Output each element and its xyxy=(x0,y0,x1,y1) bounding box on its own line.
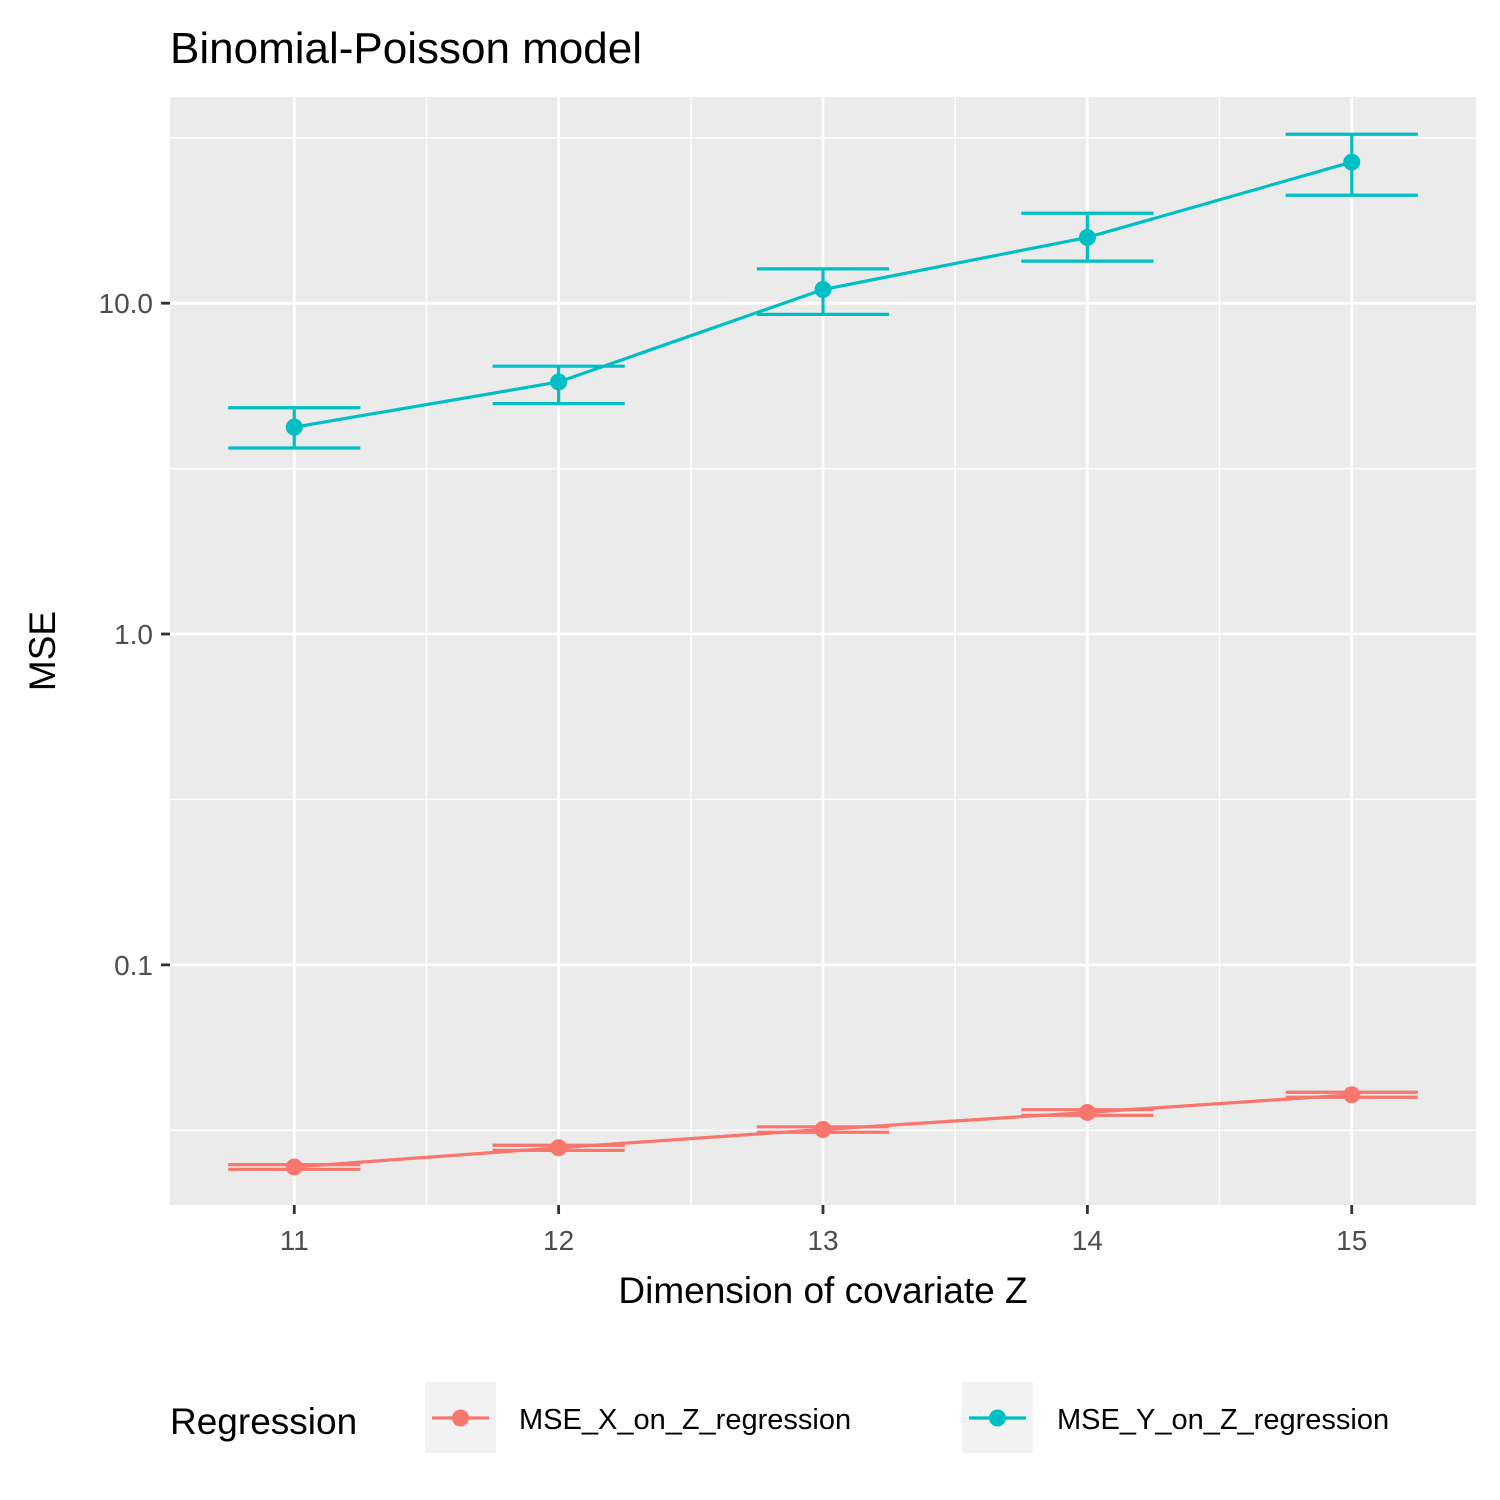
y-axis: 0.1 1.0 10.0 xyxy=(99,288,170,981)
data-point xyxy=(814,280,832,298)
legend-item-2: MSE_Y_on_Z_regression xyxy=(962,1382,1389,1453)
data-point xyxy=(550,373,568,391)
legend-label: MSE_Y_on_Z_regression xyxy=(1057,1404,1389,1436)
data-point xyxy=(1343,1086,1361,1104)
data-point xyxy=(1343,153,1361,171)
x-tick-label: 11 xyxy=(280,1225,309,1256)
chart-title: Binomial-Poisson model xyxy=(170,24,642,73)
data-point xyxy=(1078,1103,1096,1121)
x-axis: 11 12 13 14 15 xyxy=(280,1205,1367,1256)
x-axis-title: Dimension of covariate Z xyxy=(618,1270,1027,1311)
series-2 xyxy=(228,132,1418,450)
y-tick-label: 1.0 xyxy=(114,619,153,650)
legend-label: MSE_X_on_Z_regression xyxy=(519,1404,851,1436)
legend-key-point xyxy=(989,1409,1006,1427)
x-tick-label: 14 xyxy=(1072,1225,1103,1256)
legend: Regression MSE_X_on_Z_regression MSE_Y_on… xyxy=(170,1382,1389,1453)
y-tick-label: 10.0 xyxy=(99,288,154,319)
legend-item-1: MSE_X_on_Z_regression xyxy=(425,1382,851,1453)
data-point xyxy=(550,1139,568,1157)
x-tick-label: 15 xyxy=(1336,1225,1367,1256)
data-point xyxy=(285,418,303,436)
data-point xyxy=(285,1158,303,1176)
x-tick-label: 13 xyxy=(807,1225,838,1256)
legend-key-point xyxy=(452,1409,469,1427)
legend-title: Regression xyxy=(170,1401,357,1442)
y-axis-title: MSE xyxy=(22,611,63,691)
x-tick-label: 12 xyxy=(543,1225,574,1256)
data-point xyxy=(1078,228,1096,246)
data-point xyxy=(814,1120,832,1138)
series-1 xyxy=(228,1086,1418,1176)
y-tick-label: 0.1 xyxy=(114,950,153,981)
series-layer xyxy=(228,132,1418,1176)
